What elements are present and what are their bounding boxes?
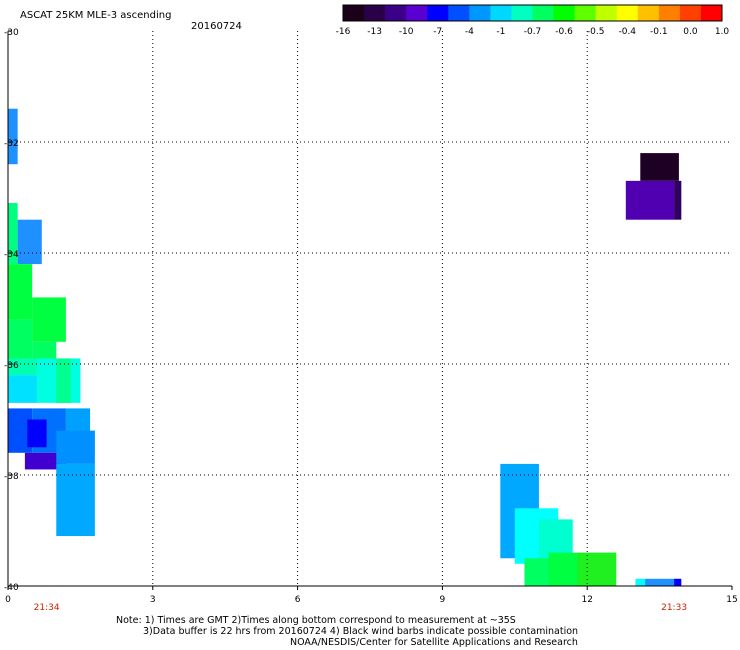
data-cell <box>674 578 682 586</box>
data-cell <box>56 358 71 403</box>
data-cell <box>27 419 47 448</box>
x-tick-label: 6 <box>295 595 301 605</box>
colorbar-swatch <box>574 5 597 21</box>
colorbar-swatch <box>343 5 365 21</box>
colorbar-swatch <box>637 5 660 21</box>
note-line-1: Note: 1) Times are GMT 2)Times along bot… <box>116 615 516 626</box>
colorbar-border <box>342 4 723 22</box>
colorbar-swatch <box>700 5 723 21</box>
colorbar-swatch <box>532 5 555 21</box>
data-cell <box>8 108 18 165</box>
colorbar-label: -13 <box>367 27 382 37</box>
data-cell <box>8 319 33 364</box>
note-line-2: 3)Data buffer is 22 hrs from 20160724 4)… <box>143 626 579 637</box>
chart-title: ASCAT 25KM MLE-3 ascending <box>20 10 171 21</box>
x-tick-label: 15 <box>726 595 737 605</box>
colorbar-swatch <box>679 5 702 21</box>
data-cell <box>24 452 66 470</box>
data-cell <box>674 180 682 220</box>
colorbar-label: -16 <box>336 27 351 37</box>
colorbar-label: -0.7 <box>524 27 542 37</box>
colorbar-label: -0.4 <box>618 27 636 37</box>
colorbar-swatch <box>406 5 428 21</box>
data-cell <box>640 153 679 181</box>
grid-lines <box>8 31 732 586</box>
colorbar-swatch <box>511 5 533 21</box>
time-label: 21:34 <box>34 603 60 613</box>
colorbar-label: -0.6 <box>555 27 573 37</box>
y-tick-label: -40 <box>4 583 19 593</box>
colorbar-label: -1 <box>496 27 505 37</box>
colorbar-label: -0.1 <box>650 27 668 37</box>
time-label: 21:33 <box>661 603 687 613</box>
colorbar-label: -7 <box>433 27 442 37</box>
colorbar-swatch <box>448 5 470 21</box>
x-tick-label: 12 <box>581 595 592 605</box>
y-tick-label: -34 <box>4 250 19 260</box>
colorbar-label: 0.0 <box>683 27 698 37</box>
y-tick-label: -32 <box>4 139 19 149</box>
colorbar: -16 -13 -10 -7 -4 -1 -0.7 -0.6 -0.5 -0.4 -0.1 0.0 1.… <box>336 4 730 37</box>
time-labels: 21:34 21:33 <box>34 603 687 613</box>
x-tick-label: 9 <box>440 595 446 605</box>
y-axis-ticks: -30 -32 -34 -36 -38 -40 <box>4 28 19 593</box>
y-tick-label: -36 <box>4 361 19 371</box>
x-tick-label: 0 <box>5 595 11 605</box>
colorbar-label: -4 <box>465 27 474 37</box>
colorbar-swatch <box>364 5 386 21</box>
colorbar-swatch <box>490 5 512 21</box>
data-cell <box>625 180 675 220</box>
colorbar-swatch <box>427 5 449 21</box>
colorbar-label: 1.0 <box>715 27 730 37</box>
plot-frame <box>7 31 732 587</box>
y-tick-label: -30 <box>4 28 19 38</box>
colorbar-label: -0.5 <box>587 27 605 37</box>
x-tick-label: 3 <box>150 595 156 605</box>
data-cell <box>56 430 95 464</box>
colorbar-label: -10 <box>399 27 414 37</box>
data-cell <box>8 203 18 265</box>
colorbar-swatch <box>658 5 681 21</box>
data-cell <box>8 375 37 403</box>
colorbar-swatch <box>553 5 576 21</box>
data-cell <box>17 219 42 265</box>
data-cell <box>8 264 33 320</box>
data-cell <box>56 463 95 537</box>
data-cell <box>645 578 675 586</box>
x-axis-ticks: 0 3 6 9 12 15 <box>5 586 738 605</box>
data-cell <box>577 552 617 586</box>
colorbar-swatch <box>595 5 618 21</box>
data-cell <box>8 358 37 376</box>
notes-block: Note: 1) Times are GMT 2)Times along bot… <box>0 615 740 648</box>
data-cell <box>635 578 646 586</box>
colorbar-swatch <box>616 5 639 21</box>
data-cells <box>8 108 682 586</box>
data-cell <box>32 297 66 342</box>
colorbar-swatch <box>385 5 407 21</box>
y-tick-label: -38 <box>4 472 19 482</box>
chart-date: 20160724 <box>191 21 242 32</box>
colorbar-swatch <box>469 5 491 21</box>
note-line-3: NOAA/NESDIS/Center for Satellite Applica… <box>290 637 578 648</box>
